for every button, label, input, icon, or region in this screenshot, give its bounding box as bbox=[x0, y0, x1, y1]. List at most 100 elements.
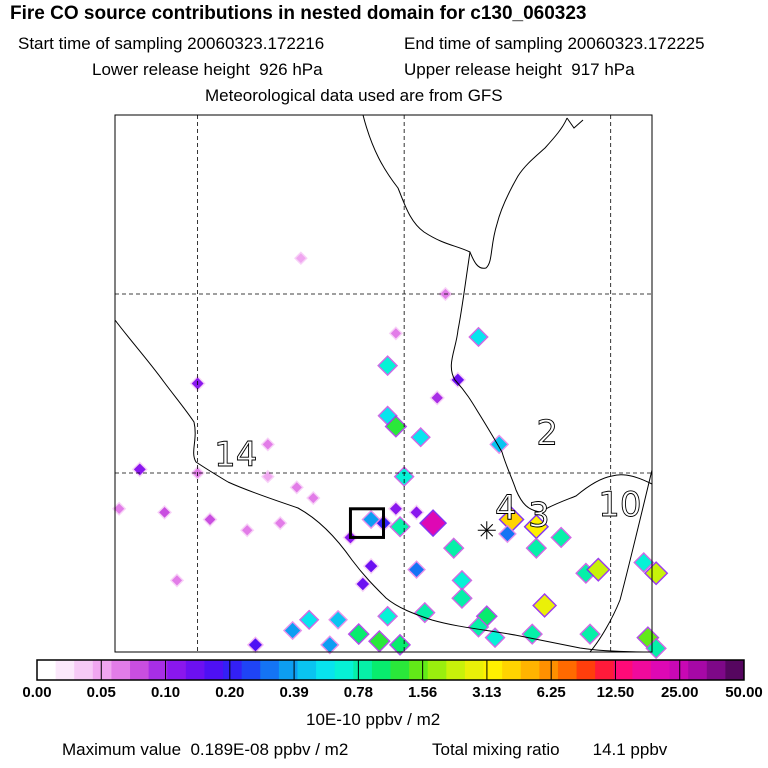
cell-18 bbox=[308, 492, 319, 504]
cell-60 bbox=[300, 611, 318, 628]
lower-release-label: Lower release height 926 hPa bbox=[92, 60, 323, 79]
flight-markers: 14 2 3 10 4 bbox=[214, 413, 642, 536]
cell-48 bbox=[416, 603, 434, 622]
colorbar-swatch-30 bbox=[595, 660, 615, 680]
cell-53 bbox=[581, 625, 599, 643]
cell-17 bbox=[291, 482, 302, 493]
colorbar-swatch-18 bbox=[371, 660, 391, 680]
cell-45 bbox=[635, 554, 653, 571]
cell-30 bbox=[421, 511, 446, 536]
cell-50 bbox=[379, 607, 397, 625]
cell-5 bbox=[451, 373, 465, 387]
colorbar-tick-10: 25.00 bbox=[661, 684, 699, 701]
colorbar-swatch-26 bbox=[520, 660, 540, 680]
cell-43 bbox=[588, 559, 609, 580]
colorbar-swatch-13 bbox=[278, 660, 298, 680]
colorbar-frame bbox=[36, 659, 745, 681]
cell-39 bbox=[552, 528, 570, 547]
colorbar-swatch-28 bbox=[557, 660, 578, 680]
cell-24 bbox=[389, 502, 402, 515]
colorbar-swatch-19 bbox=[390, 660, 410, 680]
cell-9 bbox=[386, 417, 406, 436]
colorbar-tick-6: 1.56 bbox=[408, 684, 437, 701]
colorbar-swatch-20 bbox=[409, 660, 429, 680]
cell-42 bbox=[500, 526, 515, 542]
colorbar-tick-2: 0.10 bbox=[151, 684, 180, 701]
colorbar-swatch-4 bbox=[111, 660, 131, 680]
cell-63 bbox=[322, 637, 338, 653]
colorbar-swatch-21 bbox=[427, 660, 447, 680]
colorbar-unit-label: 10E-10 ppbv / m2 bbox=[306, 710, 441, 729]
colorbar-swatch-0 bbox=[37, 660, 57, 680]
upper-release-label: Upper release height 917 hPa bbox=[404, 60, 635, 79]
colorbar-swatch-2 bbox=[74, 660, 94, 680]
chart-title: Fire CO source contributions in nested d… bbox=[10, 3, 587, 24]
cell-56 bbox=[486, 629, 504, 647]
cell-10 bbox=[412, 429, 429, 446]
colorbar-swatch-25 bbox=[502, 660, 522, 680]
cell-23 bbox=[275, 518, 286, 529]
cell-32 bbox=[364, 559, 378, 573]
cell-54 bbox=[349, 625, 368, 644]
map-frame bbox=[114, 114, 653, 653]
cell-35 bbox=[171, 575, 183, 586]
cell-0 bbox=[296, 253, 306, 264]
colorbar-swatch-7 bbox=[167, 660, 187, 680]
coastline-yucatan-east bbox=[589, 469, 653, 653]
colorbar bbox=[36, 659, 745, 681]
total-mixing-ratio-label: Total mixing ratio 14.1 ppbv bbox=[432, 740, 668, 759]
colorbar-swatch-3 bbox=[92, 660, 112, 680]
colorbar-swatch-10 bbox=[223, 660, 243, 680]
colorbar-swatch-35 bbox=[688, 660, 708, 680]
cell-62 bbox=[248, 638, 262, 652]
cell-52 bbox=[523, 625, 541, 643]
cell-33 bbox=[409, 562, 424, 578]
colorbar-tick-11: 50.00 bbox=[725, 684, 763, 701]
cell-22 bbox=[242, 525, 253, 536]
cell-34 bbox=[453, 571, 471, 589]
colorbar-swatch-31 bbox=[613, 660, 633, 680]
cell-51 bbox=[469, 618, 488, 636]
colorbar-swatch-17 bbox=[353, 660, 373, 680]
coastline bbox=[114, 114, 653, 653]
source-region-box bbox=[348, 507, 386, 539]
gridlines bbox=[115, 115, 652, 652]
colorbar-swatch-5 bbox=[130, 660, 150, 680]
colorbar-swatch-16 bbox=[334, 660, 354, 680]
cell-19 bbox=[159, 506, 170, 518]
cell-29 bbox=[391, 517, 409, 536]
colorbar-swatch-24 bbox=[483, 660, 503, 680]
cell-15 bbox=[262, 439, 273, 450]
cell-64 bbox=[390, 635, 410, 654]
contribution-cells bbox=[112, 251, 669, 660]
end-time-label: End time of sampling 20060323.172225 bbox=[404, 34, 705, 53]
flight-marker-3: 3 bbox=[528, 496, 550, 536]
colorbar-tick-1: 0.05 bbox=[87, 684, 116, 701]
cell-2 bbox=[390, 328, 402, 339]
cell-41 bbox=[527, 539, 546, 557]
coastline-pacific-north bbox=[114, 319, 229, 483]
colorbar-swatch-14 bbox=[297, 660, 317, 680]
cell-20 bbox=[114, 503, 125, 514]
coastline-top-islet bbox=[566, 117, 584, 129]
cell-37 bbox=[500, 508, 523, 531]
colorbar-swatch-22 bbox=[446, 660, 466, 680]
colorbar-swatch-15 bbox=[316, 660, 336, 680]
colorbar-swatch-11 bbox=[241, 660, 261, 680]
cell-57 bbox=[370, 631, 389, 651]
cell-3 bbox=[379, 357, 397, 375]
colorbar-tick-0: 0.00 bbox=[22, 684, 51, 701]
coastline-gulf bbox=[362, 114, 568, 269]
cell-47 bbox=[534, 595, 556, 616]
colorbar-tick-5: 0.78 bbox=[344, 684, 373, 701]
cell-38 bbox=[525, 515, 548, 538]
cell-6 bbox=[431, 392, 443, 404]
cell-25 bbox=[410, 506, 423, 519]
sampling-point-stroke-3 bbox=[480, 523, 494, 537]
colorbar-tick-3: 0.20 bbox=[215, 684, 244, 701]
flight-marker-10: 10 bbox=[598, 485, 641, 525]
cell-12 bbox=[395, 468, 413, 486]
colorbar-swatch-34 bbox=[669, 660, 689, 680]
flight-marker-2: 2 bbox=[536, 413, 558, 453]
colorbar-swatch-12 bbox=[260, 660, 280, 680]
